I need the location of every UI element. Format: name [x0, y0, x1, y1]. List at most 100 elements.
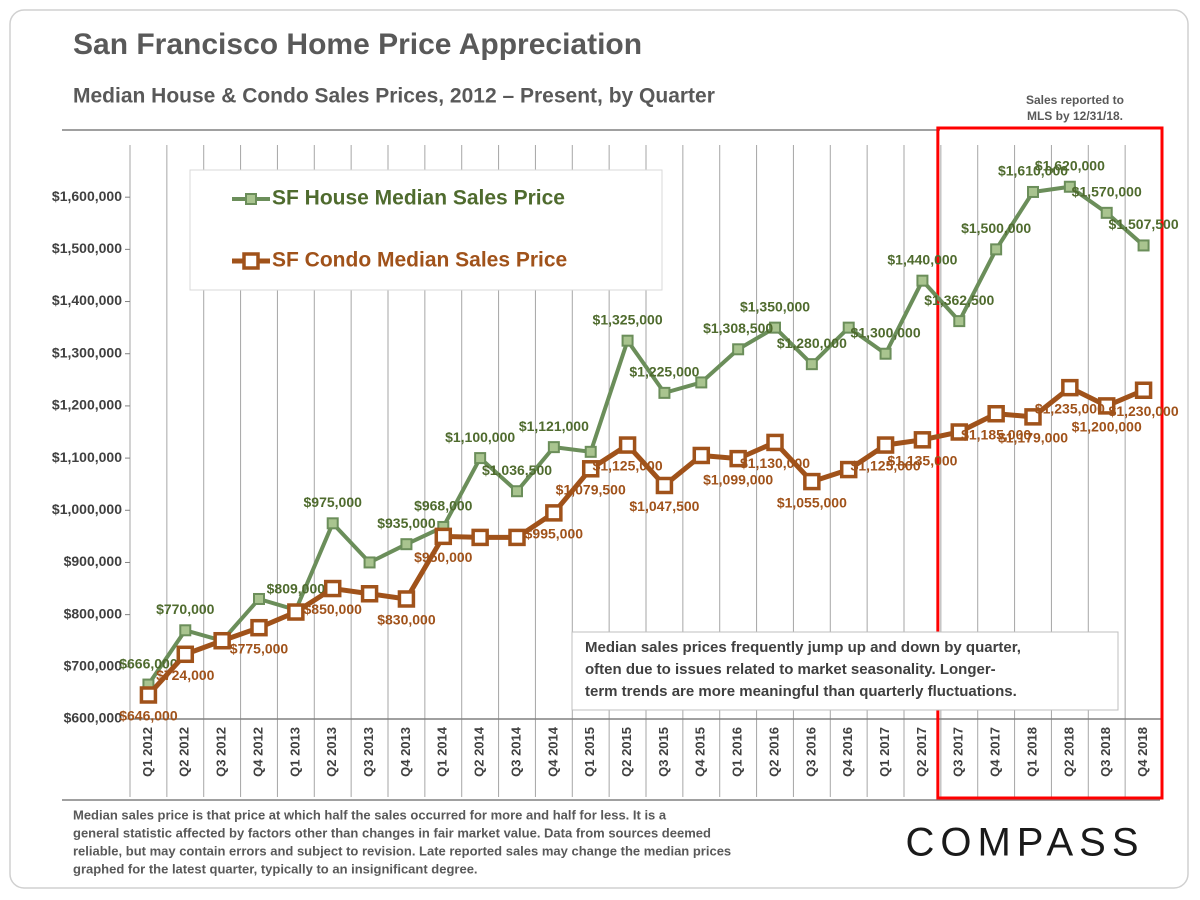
data-label: $1,350,000: [740, 298, 810, 314]
data-point: [658, 386, 671, 399]
data-label: $1,079,500: [556, 481, 626, 497]
data-point: [400, 538, 413, 551]
data-label: $666,000: [119, 655, 178, 671]
data-point: [839, 460, 858, 479]
series-line: [146, 384, 1145, 697]
data-point: [842, 321, 855, 334]
legend-marker: [242, 252, 260, 270]
data-point: [213, 631, 231, 650]
data-point: [250, 618, 268, 637]
data-point: [434, 527, 453, 546]
x-tick-label: Q2 2012: [177, 727, 192, 777]
data-label: $1,440,000: [887, 251, 957, 267]
x-tick-label: Q3 2014: [508, 726, 523, 777]
data-point: [287, 603, 305, 621]
data-label: $1,308,500: [703, 320, 773, 336]
data-label: $770,000: [156, 601, 215, 617]
data-point: [139, 686, 158, 704]
note: Sales reported to: [1026, 93, 1124, 107]
x-tick-label: Q1 2016: [730, 727, 745, 777]
data-label: $1,620,000: [1035, 157, 1105, 173]
data-point: [471, 528, 489, 547]
data-label: $1,055,000: [777, 494, 847, 510]
data-point: [547, 441, 560, 454]
data-label: $1,362,500: [924, 292, 994, 308]
y-tick-label: $1,300,000: [52, 344, 122, 360]
data-label: $1,200,000: [1072, 419, 1142, 435]
data-point: [323, 579, 342, 598]
x-tick-label: Q3 2013: [361, 727, 376, 777]
data-label: $1,500,000: [961, 220, 1031, 236]
data-label: $1,280,000: [777, 335, 847, 351]
y-tick-label: $1,000,000: [52, 501, 122, 517]
data-point: [511, 485, 523, 498]
data-point: [729, 449, 747, 468]
data-label: $1,047,500: [629, 498, 699, 514]
data-point: [253, 592, 265, 605]
x-tick-label: Q4 2018: [1135, 727, 1150, 777]
y-tick-label: $1,500,000: [52, 240, 122, 256]
data-point: [397, 590, 416, 608]
x-tick-label: Q3 2012: [214, 727, 229, 777]
y-tick-label: $800,000: [64, 605, 123, 621]
note: MLS by 12/31/18.: [1027, 109, 1123, 123]
data-point: [1027, 185, 1039, 198]
footnote: Median sales price is that price at whic…: [73, 807, 667, 822]
x-tick-label: Q4 2014: [545, 726, 560, 777]
data-label: $1,610,000: [998, 163, 1068, 179]
data-label: $850,000: [304, 601, 363, 617]
x-tick-label: Q2 2017: [914, 727, 929, 777]
annotation: often due to issues related to market se…: [585, 661, 996, 678]
highlight-box: [936, 126, 1164, 800]
data-label: $975,000: [304, 494, 363, 510]
data-point: [1063, 180, 1076, 193]
data-point: [508, 528, 526, 547]
x-tick-label: Q3 2017: [951, 727, 966, 777]
data-label: $1,570,000: [1072, 184, 1142, 200]
legend-label: SF House Median Sales Price: [272, 187, 565, 210]
y-tick-label: $1,100,000: [52, 449, 122, 465]
data-point: [695, 376, 708, 389]
data-label: $995,000: [525, 526, 584, 542]
data-label: $646,000: [119, 708, 178, 724]
footnote: reliable, but may contain errors and sub…: [73, 843, 731, 858]
data-label: $968,000: [414, 498, 473, 514]
data-point: [953, 315, 966, 328]
data-point: [950, 423, 969, 441]
data-point: [987, 404, 1005, 423]
data-label: $1,325,000: [593, 311, 663, 327]
data-label: $1,036,500: [482, 462, 552, 478]
x-tick-label: Q4 2015: [693, 727, 708, 777]
data-label: $1,185,000: [961, 426, 1031, 442]
data-label: $1,230,000: [1109, 403, 1179, 419]
x-tick-label: Q1 2014: [435, 726, 450, 777]
data-point: [326, 517, 339, 530]
data-point: [769, 321, 781, 334]
x-tick-label: Q2 2014: [472, 726, 487, 777]
legend-label: SF Condo Median Sales Price: [272, 249, 567, 272]
data-point: [363, 556, 376, 569]
x-tick-label: Q3 2018: [1098, 727, 1113, 777]
data-point: [916, 274, 929, 287]
data-label: $830,000: [377, 612, 436, 628]
data-point: [766, 433, 784, 452]
data-point: [1061, 378, 1079, 397]
data-point: [474, 452, 487, 465]
data-point: [1134, 381, 1153, 400]
x-tick-label: Q1 2015: [582, 727, 597, 777]
data-label: $1,125,000: [593, 458, 663, 474]
x-tick-label: Q1 2017: [877, 727, 892, 777]
x-tick-label: Q3 2015: [656, 727, 671, 777]
data-point: [1097, 397, 1116, 415]
x-tick-label: Q2 2015: [619, 727, 634, 777]
y-tick-label: $1,600,000: [52, 188, 122, 204]
y-tick-label: $1,400,000: [52, 292, 122, 308]
x-tick-label: Q1 2013: [287, 727, 302, 777]
annotation-box: [571, 631, 1119, 711]
y-tick-label: $700,000: [64, 658, 123, 674]
data-label: $950,000: [414, 549, 473, 565]
data-point: [732, 343, 745, 356]
data-point: [990, 243, 1003, 256]
chart-subtitle: Median House & Condo Sales Prices, 2012 …: [73, 85, 715, 108]
